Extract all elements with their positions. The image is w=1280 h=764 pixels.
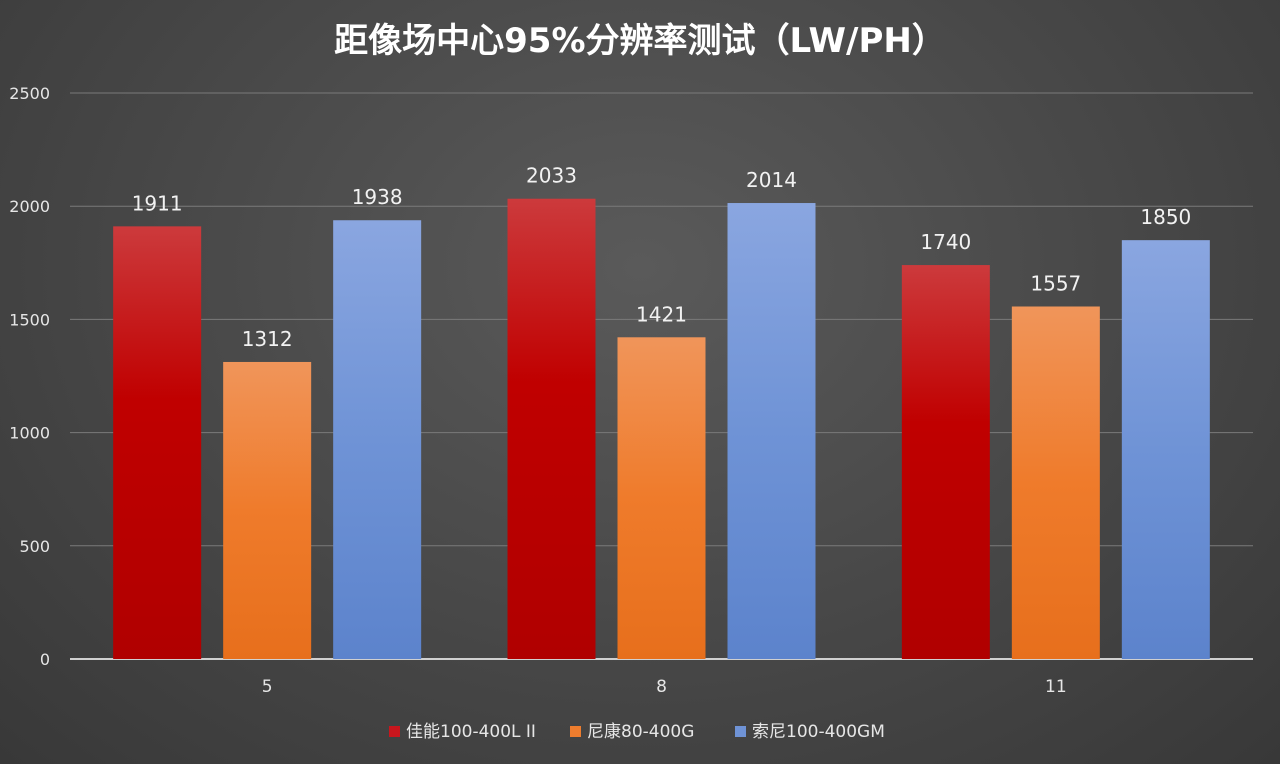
data-label-2-2: 1850: [1140, 205, 1191, 229]
bars: [113, 198, 1210, 659]
data-label-1-0: 1312: [242, 327, 293, 351]
legend-swatch-1: [570, 726, 581, 737]
data-labels: 1911 1312 1938 2033 1421 2014 1740 1557 1850: [132, 164, 1192, 351]
y-tick-label: 0: [40, 650, 50, 669]
data-label-0-2: 1740: [920, 230, 971, 254]
bar-0-2: [901, 265, 990, 659]
y-tick-label: 1500: [9, 310, 50, 329]
legend: 佳能100-400L II 尼康80-400G 索尼100-400GM: [389, 722, 885, 742]
bar-2-0: [333, 220, 422, 659]
category-label: 5: [262, 677, 273, 697]
bar-0-0: [113, 226, 202, 659]
legend-swatch-0: [389, 726, 400, 737]
legend-label-1: 尼康80-400G: [587, 722, 694, 742]
data-label-1-2: 1557: [1030, 271, 1081, 295]
bar-0-1: [507, 198, 596, 659]
legend-label-0: 佳能100-400L II: [406, 722, 536, 742]
y-tick-label: 2500: [9, 84, 50, 103]
y-axis-ticks: 0 500 1000 1500 2000 2500: [9, 84, 50, 669]
y-tick-label: 500: [19, 537, 50, 556]
data-label-2-0: 1938: [352, 185, 403, 209]
legend-label-2: 索尼100-400GM: [752, 722, 885, 742]
data-label-0-0: 1911: [132, 191, 183, 215]
bar-2-1: [727, 203, 816, 659]
category-label: 8: [656, 677, 667, 697]
legend-swatch-2: [735, 726, 746, 737]
bar-1-2: [1011, 306, 1100, 659]
bar-1-1: [617, 337, 706, 659]
y-tick-label: 2000: [9, 197, 50, 216]
chart-title: 距像场中心95%分辨率测试（LW/PH）: [334, 21, 946, 61]
bar-2-2: [1121, 240, 1210, 659]
data-label-0-1: 2033: [526, 164, 577, 188]
x-axis-categories: 5 8 11: [262, 677, 1067, 697]
data-label-1-1: 1421: [636, 302, 687, 326]
bar-1-0: [223, 361, 312, 659]
category-label: 11: [1045, 677, 1067, 697]
y-tick-label: 1000: [9, 424, 50, 443]
data-label-2-1: 2014: [746, 168, 797, 192]
